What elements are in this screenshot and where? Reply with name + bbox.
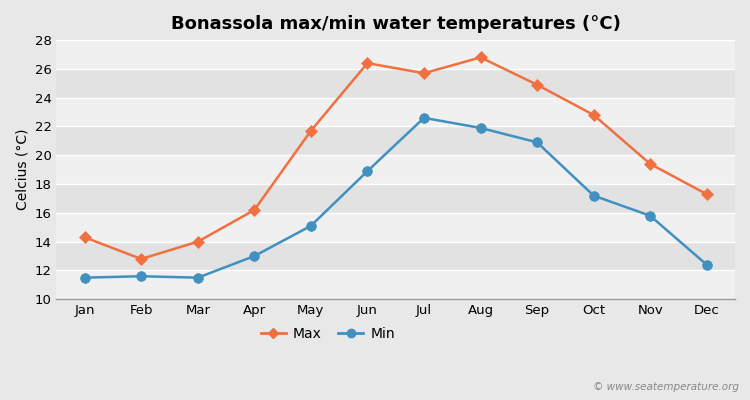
Max <box>646 162 655 166</box>
Max <box>419 71 428 76</box>
Max <box>476 55 485 60</box>
Line: Min: Min <box>80 113 712 282</box>
Y-axis label: Celcius (°C): Celcius (°C) <box>15 129 29 210</box>
Bar <box>56 184 735 213</box>
Min <box>136 274 146 279</box>
Max <box>307 128 316 133</box>
Min <box>532 140 542 145</box>
Bar <box>56 155 735 184</box>
Bar <box>56 40 735 69</box>
Max <box>80 235 89 240</box>
Min <box>80 275 89 280</box>
Max <box>250 208 259 212</box>
Bar <box>56 270 735 299</box>
Min <box>250 254 259 258</box>
Legend: Max, Min: Max, Min <box>255 322 400 347</box>
Bar <box>56 242 735 270</box>
Bar <box>56 213 735 242</box>
Max <box>590 112 598 117</box>
Min <box>702 262 711 267</box>
Title: Bonassola max/min water temperatures (°C): Bonassola max/min water temperatures (°C… <box>171 15 621 33</box>
Text: © www.seatemperature.org: © www.seatemperature.org <box>592 382 739 392</box>
Min <box>194 275 202 280</box>
Bar <box>56 98 735 126</box>
Bar <box>56 126 735 155</box>
Max <box>702 192 711 196</box>
Max <box>194 239 202 244</box>
Min <box>419 116 428 120</box>
Bar <box>56 69 735 98</box>
Line: Max: Max <box>80 53 711 263</box>
Min <box>307 224 316 228</box>
Min <box>646 213 655 218</box>
Min <box>476 126 485 130</box>
Max <box>136 256 146 261</box>
Min <box>590 193 598 198</box>
Max <box>532 82 542 87</box>
Min <box>363 169 372 174</box>
Max <box>363 61 372 66</box>
